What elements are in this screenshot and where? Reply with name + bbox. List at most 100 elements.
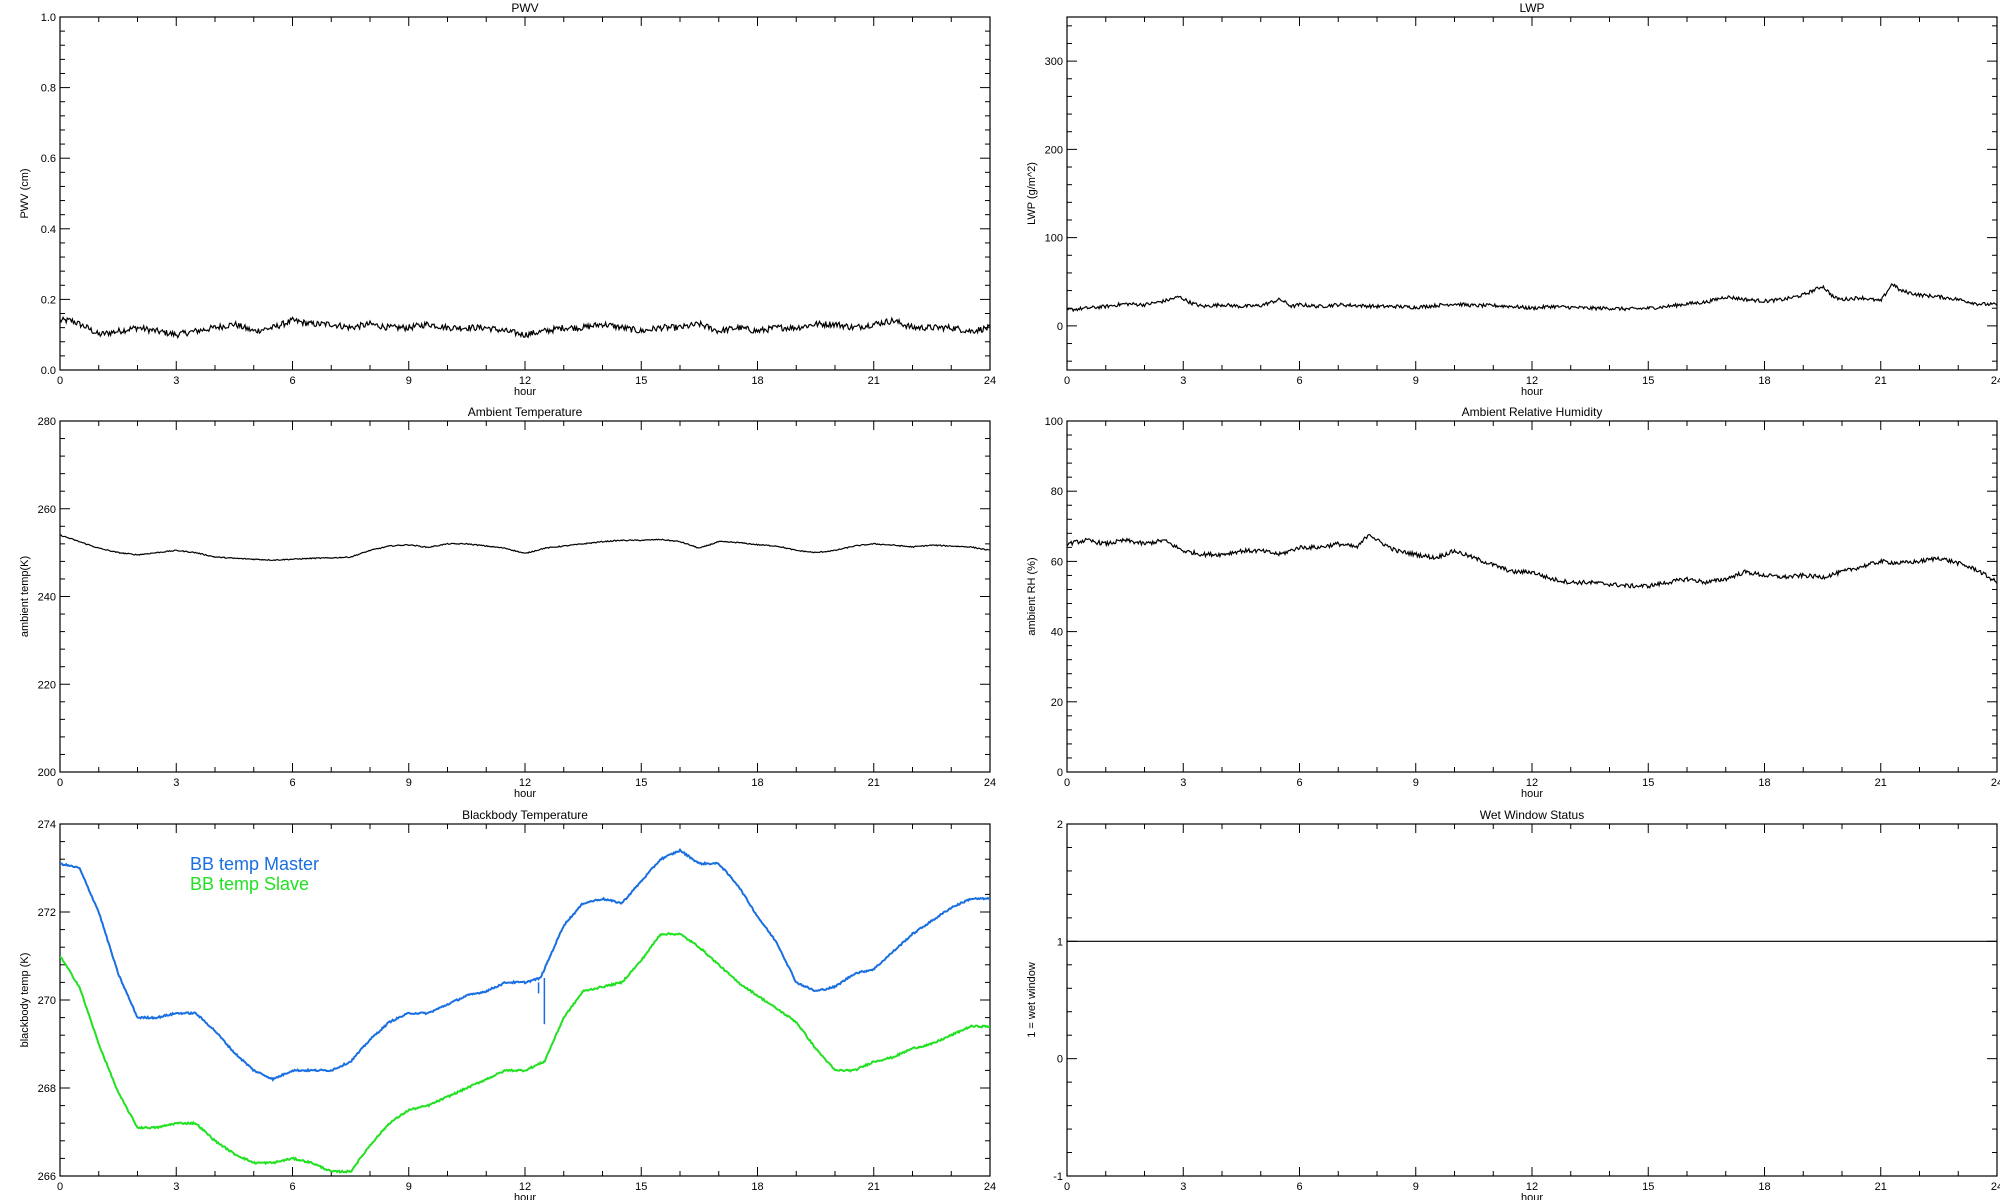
y-tick-label: 266	[38, 1171, 56, 1183]
y-tick-label: 0	[1057, 767, 1063, 779]
y-tick-label: 0.8	[41, 83, 56, 95]
panel-ambient_rh: Ambient Relative Humidity 0 3 6 9 12 15 18 21 24 h…	[1026, 405, 2000, 800]
y-tick-label: 0.6	[41, 153, 56, 165]
x-tick-label: 24	[1991, 375, 2000, 387]
x-tick-label: 0	[57, 375, 63, 387]
y-axis-label: ambient temp(K)	[19, 556, 31, 637]
plot-frame	[59, 16, 991, 371]
x-tick-label: 0	[1064, 777, 1070, 789]
x-tick-label: 18	[1758, 777, 1770, 789]
x-tick-label: 6	[289, 1181, 295, 1193]
x-tick-label: 3	[1180, 375, 1186, 387]
x-tick-label: 3	[173, 375, 179, 387]
x-tick-label: 6	[1296, 777, 1302, 789]
chart-title: Ambient Relative Humidity	[1462, 405, 1603, 419]
x-tick-label: 6	[289, 375, 295, 387]
chart-title: Wet Window Status	[1480, 808, 1584, 822]
y-tick-label: 272	[38, 907, 56, 919]
series-line-lwp-0	[1067, 283, 1997, 313]
chart-title: PWV	[511, 1, 538, 15]
series-line-pwv-0	[60, 316, 990, 340]
x-tick-label: 15	[1642, 777, 1654, 789]
x-tick-label: 3	[173, 777, 179, 789]
x-tick-label: 21	[1875, 375, 1887, 387]
series-line-blackbody_temp-0	[60, 847, 990, 1082]
y-tick-label: 0	[1057, 321, 1063, 333]
x-tick-label: 18	[751, 777, 763, 789]
x-axis-label: hour	[514, 386, 536, 398]
x-tick-label: 24	[1991, 1181, 2000, 1193]
y-tick-label: 80	[1051, 486, 1063, 498]
panel-wet_window: Wet Window Status03691215182124hour-1012…	[1026, 808, 2000, 1200]
y-tick-label: 100	[1045, 233, 1063, 245]
panel-pwv: PWV 0 3 6 9 12 15 18 21 24 hour 0.0 0.2 0.4 0.6 0.8 1.0 P…	[19, 1, 996, 398]
x-tick-label: 12	[1526, 777, 1538, 789]
x-tick-label: 0	[57, 777, 63, 789]
y-tick-label: 0.0	[41, 365, 56, 377]
plot-frame	[59, 420, 991, 773]
x-tick-label: 24	[984, 1181, 996, 1193]
y-axis-label: LWP (g/m^2)	[1026, 162, 1038, 225]
panel-lwp: LWP 0 3 6 9 12 15 18 21 24 hour 0 100 200 300 LWP (g/m^…	[1026, 1, 2000, 398]
x-axis-label: hour	[514, 1192, 536, 1200]
y-tick-label: 0	[1057, 1054, 1063, 1066]
x-tick-label: 24	[984, 375, 996, 387]
y-tick-label: 20	[1051, 697, 1063, 709]
x-tick-label: 15	[1642, 375, 1654, 387]
x-axis-label: hour	[1521, 788, 1543, 800]
legend-entry-1: BB temp Slave	[190, 874, 309, 894]
panel-blackbody_temp: Blackbody Temperature 0 3 6 9 12 15 18 21 24 hour 2…	[19, 808, 996, 1200]
x-tick-label: 18	[751, 1181, 763, 1193]
x-axis-label: hour	[514, 788, 536, 800]
y-tick-label: 0.4	[41, 224, 56, 236]
x-tick-label: 9	[406, 375, 412, 387]
y-tick-label: 60	[1051, 556, 1063, 568]
x-tick-label: 3	[173, 1181, 179, 1193]
x-tick-label: 15	[635, 375, 647, 387]
x-axis-label: hour	[1521, 1192, 1543, 1200]
x-axis-label: hour	[1521, 386, 1543, 398]
x-tick-label: 9	[406, 777, 412, 789]
panel-ambient_temp: Ambient Temperature 0 3 6 9 12 15 18 21 24 hour 200…	[19, 405, 996, 800]
chart-title: Ambient Temperature	[468, 405, 583, 419]
x-tick-label: 12	[519, 777, 531, 789]
x-tick-label: 0	[1064, 1181, 1070, 1193]
x-tick-label: 24	[1991, 777, 2000, 789]
x-tick-label: 6	[289, 777, 295, 789]
legend-entry-0: BB temp Master	[190, 854, 319, 874]
plot-frame	[1066, 16, 1998, 371]
x-tick-label: 12	[1526, 1181, 1538, 1193]
y-tick-label: 100	[1045, 416, 1063, 428]
y-axis-label: PWV (cm)	[19, 168, 31, 218]
x-tick-label: 18	[751, 375, 763, 387]
y-axis-label: ambient RH (%)	[1026, 557, 1038, 635]
y-tick-label: 280	[38, 416, 56, 428]
x-tick-label: 9	[1413, 1181, 1419, 1193]
x-tick-label: 18	[1758, 375, 1770, 387]
x-tick-label: 21	[868, 1181, 880, 1193]
y-tick-label: 200	[38, 767, 56, 779]
plot-frame	[1066, 823, 1998, 1177]
x-tick-label: 0	[1064, 375, 1070, 387]
y-tick-label: 200	[1045, 144, 1063, 156]
series-line-ambient_temp-0	[60, 534, 990, 562]
y-axis-label: blackbody temp (K)	[19, 953, 31, 1048]
series-line-ambient_rh-0	[1067, 534, 1997, 589]
x-tick-label: 3	[1180, 1181, 1186, 1193]
x-tick-label: 0	[57, 1181, 63, 1193]
x-tick-label: 3	[1180, 777, 1186, 789]
x-tick-label: 18	[1758, 1181, 1770, 1193]
x-tick-label: 15	[1642, 1181, 1654, 1193]
x-tick-label: 15	[635, 1181, 647, 1193]
y-tick-label: 220	[38, 679, 56, 691]
y-tick-label: 1	[1057, 936, 1063, 948]
x-tick-label: 12	[1526, 375, 1538, 387]
x-tick-label: 21	[1875, 777, 1887, 789]
y-tick-label: 268	[38, 1083, 56, 1095]
y-axis-label: 1 = wet window	[1026, 962, 1038, 1038]
y-tick-label: 0.2	[41, 294, 56, 306]
y-tick-label: 260	[38, 504, 56, 516]
x-tick-label: 15	[635, 777, 647, 789]
x-tick-label: 6	[1296, 375, 1302, 387]
